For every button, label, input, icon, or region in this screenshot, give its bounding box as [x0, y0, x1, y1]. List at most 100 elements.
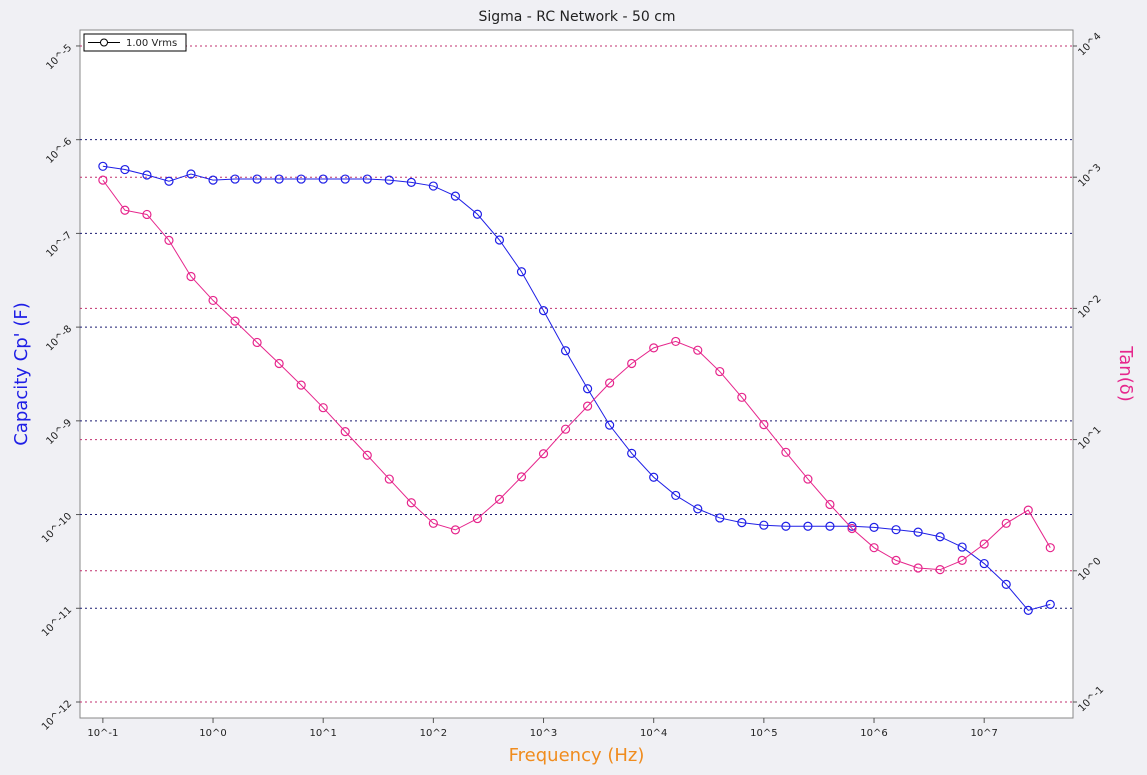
data-point — [1001, 579, 1011, 589]
data-point — [582, 384, 593, 394]
data-point — [428, 181, 438, 191]
data-point — [737, 392, 747, 402]
data-point — [627, 358, 637, 369]
data-point — [803, 474, 813, 484]
data-point — [230, 174, 240, 184]
x-tick-label: 10^3 — [530, 728, 557, 739]
data-point — [340, 427, 350, 437]
data-point — [318, 403, 328, 413]
x-tick-label: 10^0 — [199, 728, 226, 739]
data-point — [450, 525, 461, 535]
data-point — [538, 449, 549, 459]
data-point — [516, 472, 527, 482]
data-point — [384, 474, 394, 484]
data-point — [781, 521, 791, 531]
data-point — [362, 174, 372, 184]
x-tick-label: 10^1 — [309, 728, 336, 739]
y2-axis-label: Tan(δ) — [1115, 345, 1136, 402]
data-point — [582, 401, 593, 411]
data-point — [164, 176, 174, 186]
data-point — [869, 522, 879, 532]
data-point — [362, 450, 372, 460]
x-axis-label: Frequency (Hz) — [509, 745, 645, 766]
data-point — [208, 295, 218, 306]
data-point — [1023, 505, 1033, 515]
data-point — [318, 174, 328, 184]
data-point — [120, 205, 130, 215]
data-point — [737, 518, 747, 528]
data-point — [406, 498, 416, 508]
chart-title: Sigma - RC Network - 50 cm — [478, 9, 675, 25]
data-point — [406, 177, 416, 188]
plot-area — [79, 29, 1074, 719]
data-point — [627, 448, 637, 458]
data-point — [759, 420, 769, 430]
data-point — [164, 235, 174, 245]
data-point — [605, 420, 615, 430]
data-point — [384, 175, 394, 185]
data-point — [935, 565, 945, 575]
data-point — [186, 169, 196, 179]
x-tick-label: 10^5 — [750, 728, 777, 739]
data-point — [605, 378, 615, 388]
data-point — [913, 527, 923, 537]
data-point — [1045, 599, 1055, 610]
data-point — [208, 175, 218, 185]
data-point — [759, 520, 769, 530]
x-tick-label: 10^2 — [420, 728, 447, 739]
data-point — [803, 521, 813, 531]
data-point — [560, 346, 571, 356]
data-point — [979, 558, 989, 569]
data-point — [186, 271, 196, 282]
data-point — [649, 472, 659, 482]
data-point — [935, 532, 945, 542]
data-point — [120, 164, 130, 175]
data-point — [560, 424, 571, 434]
y-axis-label: Capacity Cp' (F) — [11, 302, 32, 445]
data-point — [1001, 518, 1011, 528]
data-point — [516, 267, 527, 277]
data-point — [693, 345, 703, 355]
x-tick-label: 10^4 — [640, 728, 667, 739]
data-point — [98, 175, 108, 185]
data-point — [869, 543, 879, 553]
legend-box — [83, 33, 187, 52]
data-point — [296, 174, 306, 184]
data-point — [252, 174, 262, 184]
data-point — [979, 539, 989, 549]
data-point — [142, 170, 152, 180]
data-point — [450, 191, 461, 201]
data-point — [340, 174, 350, 184]
data-point — [538, 306, 549, 316]
data-point — [274, 358, 284, 369]
data-point — [781, 447, 791, 457]
data-point — [296, 380, 306, 390]
data-point — [891, 555, 901, 565]
x-tick-label: 10^6 — [860, 728, 887, 739]
legend-marker — [100, 38, 108, 47]
data-point — [825, 499, 835, 510]
data-point — [671, 490, 681, 501]
data-point — [472, 209, 483, 219]
data-point — [913, 563, 923, 573]
data-point — [1045, 543, 1055, 553]
x-tick-label: 10^7 — [970, 728, 997, 739]
data-point — [649, 343, 659, 353]
data-point — [847, 523, 857, 534]
data-point — [274, 174, 284, 184]
data-point — [715, 366, 725, 377]
data-point — [472, 513, 483, 524]
data-point — [1023, 605, 1033, 615]
data-point — [957, 555, 967, 565]
data-point — [494, 235, 505, 245]
data-point — [891, 525, 901, 535]
data-point — [252, 337, 262, 348]
data-point — [957, 542, 967, 552]
x-tick-label: 10^-1 — [87, 728, 118, 739]
data-point — [825, 521, 835, 531]
legend-label: 1.00 Vrms — [126, 38, 177, 49]
data-point — [428, 518, 438, 528]
data-point — [671, 336, 681, 347]
